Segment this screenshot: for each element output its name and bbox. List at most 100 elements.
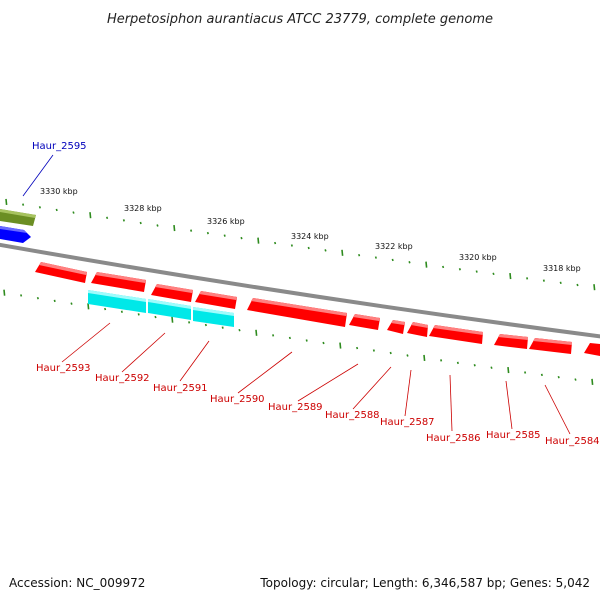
outer-ring-major-tick: [593, 284, 596, 291]
leader-haur-2585: [505, 380, 513, 430]
outer-ring-minor-tick: [290, 244, 293, 247]
outer-ring-minor-tick: [542, 279, 545, 282]
tick-label-3326: 3326 kbp: [207, 217, 245, 226]
outer-ring-minor-tick: [106, 216, 109, 220]
feature-haur-2591[interactable]: [151, 284, 193, 302]
outer-ring-major-tick: [257, 237, 260, 244]
outer-ring-minor-tick: [190, 229, 193, 232]
inner-ring-minor-tick: [389, 351, 392, 355]
inner-ring-minor-tick: [356, 346, 359, 350]
inner-ring-minor-tick: [322, 341, 325, 345]
feature-haur-2588b[interactable]: [387, 320, 405, 334]
feature-haur-2590[interactable]: [195, 291, 237, 309]
leader-haur-2586: [449, 374, 453, 432]
outer-ring-minor-tick: [358, 253, 361, 257]
leader-haur-2592: [121, 332, 166, 373]
outer-ring-major-tick: [425, 261, 428, 268]
outer-ring-minor-tick: [559, 281, 562, 285]
inner-ring-minor-tick: [20, 294, 23, 297]
outer-ring-minor-tick: [156, 224, 159, 227]
tick-ring-outer: [5, 198, 596, 291]
outer-ring-minor-tick: [475, 270, 478, 273]
inner-ring-minor-tick: [540, 373, 543, 377]
outer-ring-minor-tick: [139, 221, 142, 225]
outer-ring-major-tick: [5, 198, 8, 206]
inner-ring-minor-tick: [36, 296, 39, 300]
inner-ring-major-tick: [3, 289, 6, 296]
inner-ring-minor-tick: [473, 364, 476, 367]
outer-ring-minor-tick: [492, 272, 495, 276]
inner-ring-minor-tick: [524, 371, 527, 374]
inner-ring-minor-tick: [238, 328, 241, 332]
label-leaders: [22, 154, 571, 435]
feature-haur-2584[interactable]: [529, 338, 572, 354]
feature-olive[interactable]: [0, 209, 36, 226]
inner-ring-major-tick: [423, 354, 426, 362]
gene-label-haur-2590[interactable]: Haur_2590: [210, 394, 265, 405]
feature-haur-2589[interactable]: [247, 298, 347, 327]
tick-ring-inner: [3, 289, 594, 385]
feature-haur-2592[interactable]: [91, 272, 146, 292]
outer-ring-minor-tick: [391, 258, 394, 262]
outer-ring-minor-tick: [408, 261, 411, 264]
inner-ring-minor-tick: [221, 326, 224, 329]
inner-ring-minor-tick: [557, 375, 560, 379]
gene-label-haur-2584[interactable]: Haur_2584: [545, 436, 600, 447]
feature-haur-2585[interactable]: [494, 334, 528, 349]
outer-ring-minor-tick: [576, 283, 579, 287]
tick-label-3328: 3328 kbp: [124, 204, 162, 213]
tick-label-3318: 3318 kbp: [543, 264, 581, 273]
feature-haur-2588a[interactable]: [349, 314, 380, 330]
inner-ring-minor-tick: [574, 378, 577, 381]
feature-haur-2586[interactable]: [429, 325, 483, 344]
gene-label-haur-2586[interactable]: Haur_2586: [426, 433, 481, 444]
outer-ring-minor-tick: [442, 265, 445, 269]
outer-ring-minor-tick: [374, 256, 377, 259]
feature-haur-2587[interactable]: [407, 322, 428, 337]
tick-labels: 3330 kbp 3328 kbp 3326 kbp 3324 kbp 3322…: [40, 187, 581, 273]
outer-ring-minor-tick: [72, 211, 75, 214]
feature-haur-2595[interactable]: [0, 226, 31, 243]
inner-ring-minor-tick: [288, 336, 291, 340]
inner-ring-minor-tick: [456, 361, 459, 365]
outer-ring-minor-tick: [458, 268, 461, 271]
gene-label-haur-2588[interactable]: Haur_2588: [325, 410, 380, 421]
feature-haur-2593[interactable]: [35, 262, 87, 283]
outer-ring-minor-tick: [122, 219, 125, 222]
feature-edge-red[interactable]: [584, 343, 600, 356]
inner-ring-minor-tick: [272, 334, 275, 337]
leader-haur-2589: [297, 363, 359, 402]
inner-ring-minor-tick: [490, 366, 493, 369]
leader-haur-2591: [179, 340, 210, 382]
inner-ring-minor-tick: [53, 299, 56, 303]
forward-strand-features: [0, 209, 36, 243]
outer-ring-minor-tick: [55, 208, 58, 212]
gene-label-haur-2592[interactable]: Haur_2592: [95, 373, 150, 384]
leader-haur-2588: [352, 366, 392, 410]
tick-label-3320: 3320 kbp: [459, 253, 497, 262]
accession-text: Accession: NC_009972: [9, 576, 145, 590]
gene-label-haur-2593[interactable]: Haur_2593: [36, 363, 91, 374]
leader-haur-2584: [544, 384, 571, 435]
outer-ring-minor-tick: [206, 231, 209, 235]
outer-ring-minor-tick: [526, 277, 529, 280]
gene-label-haur-2589[interactable]: Haur_2589: [268, 402, 323, 413]
tick-label-3322: 3322 kbp: [375, 242, 413, 251]
gene-label-haur-2585[interactable]: Haur_2585: [486, 430, 541, 441]
inner-ring-minor-tick: [137, 313, 140, 316]
feature-cyan-3[interactable]: [193, 307, 234, 327]
gene-label-haur-2587[interactable]: Haur_2587: [380, 417, 435, 428]
gene-label-haur-2595[interactable]: Haur_2595: [32, 141, 87, 152]
tick-label-3330: 3330 kbp: [40, 187, 78, 196]
gene-label-haur-2591[interactable]: Haur_2591: [153, 383, 208, 394]
outer-ring-major-tick: [509, 273, 512, 280]
outer-ring-minor-tick: [38, 206, 41, 209]
feature-cyan-2[interactable]: [148, 299, 191, 320]
outer-ring-minor-tick: [223, 234, 226, 237]
leader-haur-2593: [61, 322, 111, 363]
leader-haur-2590: [237, 351, 293, 394]
tick-label-3324: 3324 kbp: [291, 232, 329, 241]
outer-ring-minor-tick: [324, 249, 327, 252]
feature-cyan-1[interactable]: [88, 290, 146, 313]
